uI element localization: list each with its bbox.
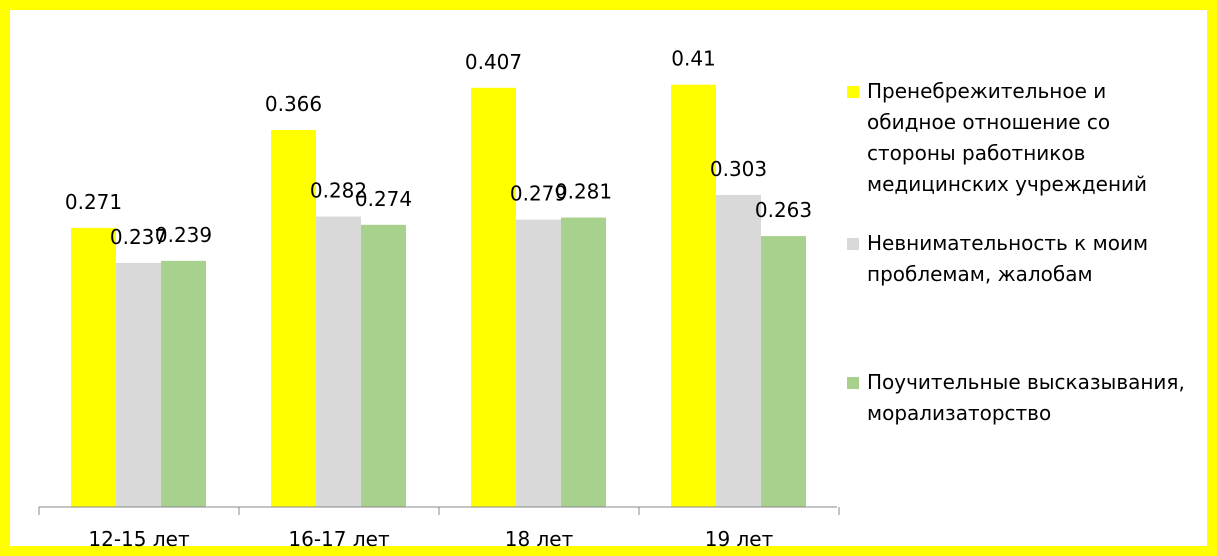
legend-swatch-green: [847, 377, 859, 389]
legend-label: Невнимательность к моим проблемам, жалоб…: [867, 231, 1149, 286]
bar-1-4: [671, 84, 716, 507]
data-label-1-3: 0.407: [465, 50, 522, 74]
data-label-2-3: 0.279: [510, 182, 567, 206]
data-label-3-3: 0.281: [555, 180, 612, 204]
data-label-3-1: 0.239: [155, 223, 212, 247]
bar-1-3: [471, 87, 516, 507]
data-label-1-2: 0.366: [265, 92, 322, 116]
legend-item-disdainful-attitude: Пренебрежительное и обидное отношение со…: [847, 76, 1187, 200]
bar-2-1: [116, 262, 161, 507]
bar-2-3: [516, 219, 561, 507]
bar-1-1: [71, 227, 116, 507]
bar-3-3: [561, 217, 606, 507]
bar-3-4: [761, 236, 806, 508]
data-label-1-4: 0.41: [671, 47, 716, 71]
legend-swatch-gray: [847, 238, 859, 250]
data-label-3-4: 0.263: [755, 198, 812, 222]
data-label-2-1: 0.237: [110, 225, 167, 249]
bar-1-2: [271, 130, 316, 507]
legend-swatch-yellow: [847, 86, 859, 98]
bar-2-2: [316, 216, 361, 508]
legend-item-moralizing: Поучительные высказывания, морализаторст…: [847, 367, 1187, 429]
x-tick-label-1: 12-15 лет: [88, 527, 190, 551]
x-tick-label-4: 19 лет: [705, 527, 774, 551]
data-label-3-2: 0.274: [355, 187, 412, 211]
data-label-1-1: 0.271: [65, 190, 122, 214]
legend-item-inattention: Невнимательность к моим проблемам, жалоб…: [847, 228, 1187, 290]
bar-2-4: [716, 194, 761, 507]
legend-label: Пренебрежительное и обидное отношение со…: [867, 79, 1148, 196]
x-tick-label-2: 16-17 лет: [288, 527, 390, 551]
data-label-2-4: 0.303: [710, 157, 767, 181]
data-label-2-2: 0.282: [310, 179, 367, 203]
bar-3-2: [361, 224, 406, 507]
x-tick-label-3: 18 лет: [505, 527, 574, 551]
bar-3-1: [161, 260, 206, 507]
legend-label: Поучительные высказывания, морализаторст…: [867, 370, 1185, 425]
